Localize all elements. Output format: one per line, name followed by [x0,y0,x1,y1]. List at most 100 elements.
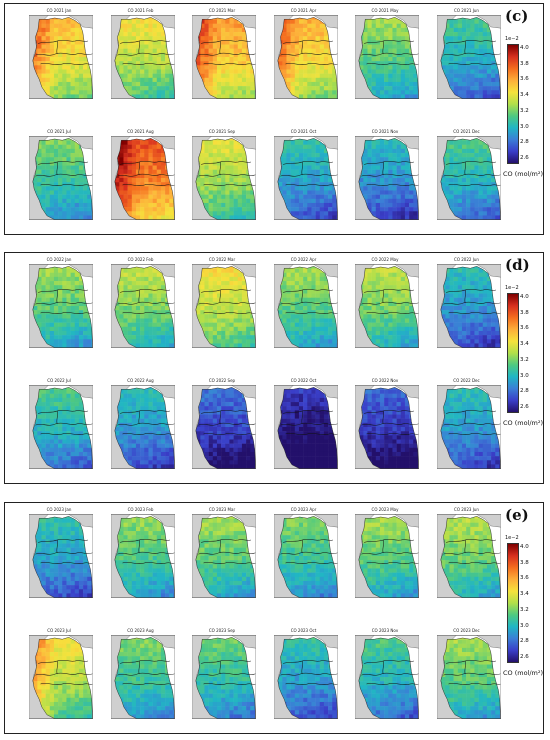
co-cell [392,153,397,158]
co-cell [62,169,67,175]
co-cell [319,40,324,45]
co-cell [208,27,214,33]
co-cell [143,202,149,208]
co-cell [152,44,157,49]
co-cell [216,57,222,62]
co-cell [465,173,471,179]
co-cell [49,61,55,66]
co-cell [74,335,80,340]
co-cell [444,57,450,62]
co-cell [204,153,209,158]
co-cell [306,77,312,83]
co-cell [41,32,46,37]
co-cell [62,322,67,328]
co-cell [204,306,209,311]
co-cell [478,165,483,170]
co-cell [78,310,84,315]
co-cell [172,211,174,216]
co-cell [135,314,140,319]
co-cell [70,182,76,187]
co-cell [315,207,320,212]
co-cell [359,65,364,70]
co-cell [221,69,226,74]
co-cell [233,153,239,158]
co-cell [66,81,71,87]
co-cell [486,52,491,58]
co-cell [225,165,230,170]
co-cell [139,52,145,58]
co-cell [78,57,84,62]
co-cell [139,186,145,191]
co-cell [367,194,372,200]
co-cell [473,178,479,183]
co-cell [473,211,479,216]
co-cell [147,86,153,91]
co-cell [457,157,462,162]
co-cell [221,57,226,62]
co-cell [143,36,149,41]
co-cell [156,144,161,150]
co-cell [131,318,136,323]
co-cell [70,330,76,336]
co-cell [310,40,316,45]
co-cell [237,23,243,29]
co-cell [298,57,303,62]
co-cell [152,198,157,204]
province-border [447,63,501,66]
co-cell [327,81,332,87]
co-cell [388,48,393,54]
co-cell [127,27,132,33]
co-cell [62,330,67,336]
co-cell [139,19,145,24]
co-cell [290,40,295,45]
co-cell [58,61,63,66]
co-cell [208,314,214,319]
co-cell [473,165,479,170]
co-cell [225,289,230,294]
co-cell [53,289,59,294]
co-cell [367,198,372,204]
co-cell [367,52,372,58]
co-cell [306,27,312,33]
co-cell [379,207,385,212]
co-cell [200,314,205,319]
co-cell [478,44,483,49]
co-cell [83,178,88,183]
co-cell [486,157,491,162]
co-cell [58,90,63,95]
co-cell [45,161,51,166]
co-cell [237,61,243,66]
co-cell [221,293,226,298]
co-cell [323,52,328,58]
co-cell [212,23,218,29]
co-cell [200,310,205,315]
co-cell [127,32,132,37]
co-cell [58,48,63,54]
co-cell [53,81,59,87]
co-cell [444,161,450,166]
co-cell [156,194,161,200]
co-cell [363,157,368,162]
co-cell [147,343,153,348]
co-cell [49,322,55,328]
co-cell [41,69,46,74]
co-cell [384,186,389,191]
co-cell [246,77,251,83]
co-cell [143,161,149,166]
co-cell [453,36,458,41]
co-cell [465,23,471,29]
co-cell [241,285,247,290]
co-cell [285,140,291,145]
co-cell [409,94,414,99]
co-cell [486,165,491,170]
co-cell [465,198,471,204]
co-cell [70,314,76,319]
co-cell [74,40,80,45]
co-cell [147,335,153,340]
co-cell [208,285,214,290]
co-cell [37,165,42,170]
co-cell [83,73,88,79]
co-cell [379,48,385,54]
co-cell [315,153,320,158]
co-cell [315,40,320,45]
